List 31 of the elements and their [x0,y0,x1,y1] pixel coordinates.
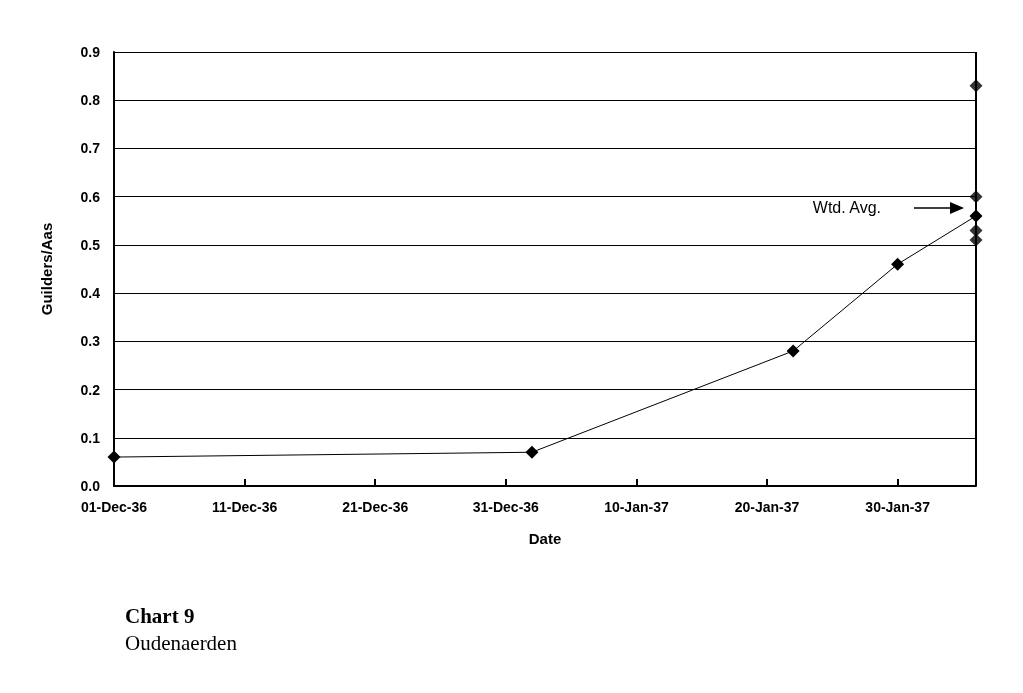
y-tick-label: 0.6 [80,188,101,205]
x-tick-label: 20-Jan-37 [734,499,800,515]
point [786,344,800,358]
x-tick-label: 21-Dec-36 [342,499,409,515]
y-tick-label: 0.2 [80,381,101,398]
y-tick-label: 0.7 [80,140,101,157]
point [969,79,983,93]
y-tick-label: 0.4 [80,285,101,302]
x-tick-label: 30-Jan-37 [865,499,931,515]
y-tick-label: 0.9 [80,44,101,60]
y-tick-label: 0.1 [80,429,101,446]
point [969,209,983,223]
text: Oudenaerden [125,630,238,655]
point [891,257,905,271]
annotation: Wtd. Avg. [812,199,881,217]
y-tick-label: 0.0 [80,478,101,494]
y-tick-label: 0.8 [80,92,101,109]
point [107,450,121,464]
x-tick-label: 01-Dec-36 [80,499,148,515]
point [969,233,983,247]
y-axis-title: Guilders/Aas [38,222,55,316]
x-axis-title: Date [528,530,562,547]
y-tick-label: 0.3 [80,333,101,350]
text: Chart 9 [125,603,195,628]
point [969,223,983,237]
x-tick-label: 31-Dec-36 [472,499,540,515]
point [525,445,539,459]
x-tick-label: 11-Dec-36 [211,499,278,515]
y-tick-label: 0.5 [80,236,101,253]
point [969,190,983,204]
x-tick-label: 10-Jan-37 [604,499,669,515]
